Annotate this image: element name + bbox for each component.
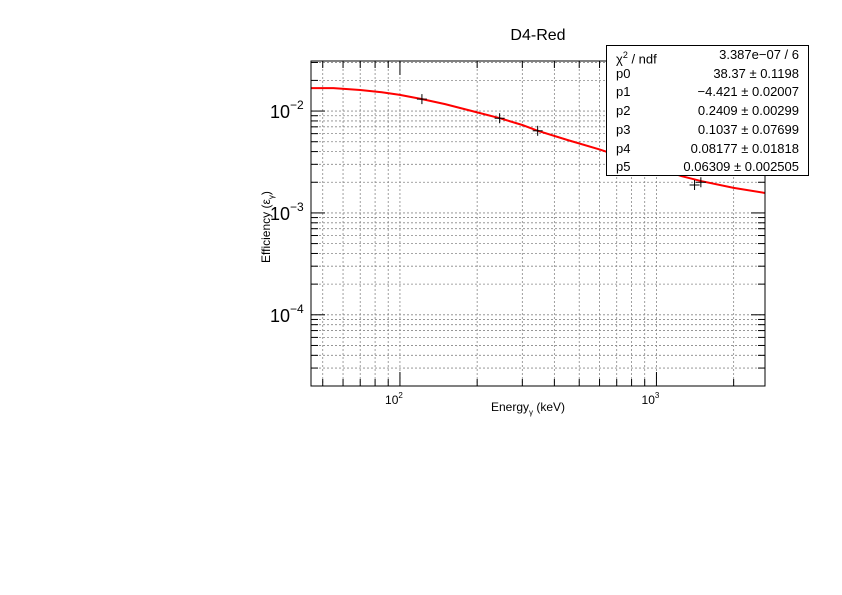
param-value: 0.06309 ± 0.002505 [683,159,799,175]
stats-header-row: χ2 / ndf 3.387e−07 / 6 [607,46,808,66]
fit-curve-layer [311,87,766,194]
stats-param-row: p1 −4.421 ± 0.02007 [607,83,808,102]
y-tick-label: 10−2 [270,98,304,122]
chi-symbol: χ [616,51,623,67]
x-axis-label: Energyγ (keV) [491,400,565,417]
x-axis-label-main: Energy [491,400,529,414]
y-axis-label: Efficiency (εγ) [259,191,276,263]
x-tick-label-base: 10 [642,393,656,407]
param-name: p2 [616,103,631,119]
chart-title: D4-Red [510,27,565,44]
stats-chi2-label: χ2 / ndf [616,46,657,69]
data-point [494,113,505,124]
fit-stats-box: χ2 / ndf 3.387e−07 / 6 p0 38.37 ± 0.1198… [606,45,809,176]
param-value: 0.08177 ± 0.01818 [690,140,799,156]
y-tick-label: 10−3 [270,200,304,224]
x-tick-label-exp: 3 [655,391,660,400]
x-tick-label: 102 [385,391,403,407]
y-axis-label-sub: γ [267,195,276,199]
stats-param-row: p3 0.1037 ± 0.07699 [607,121,808,140]
chi-exponent: 2 [622,50,628,60]
param-value: 0.2409 ± 0.00299 [697,103,799,119]
param-name: p0 [616,65,631,81]
stats-param-row: p4 0.08177 ± 0.01818 [607,140,808,159]
y-tick-label-exp: −2 [290,98,304,112]
y-axis-label-close: ) [259,191,273,195]
param-name: p4 [616,140,631,156]
data-point [416,94,427,105]
y-tick-label-base: 10 [270,102,290,122]
x-tick-label-base: 10 [385,393,399,407]
data-points-layer [416,94,706,190]
stats-param-row: p0 38.37 ± 0.1198 [607,65,808,84]
data-point [695,177,706,188]
stats-param-row: p2 0.2409 ± 0.00299 [607,102,808,121]
fit-curve [311,87,766,194]
param-name: p1 [616,84,631,100]
y-tick-label-base: 10 [270,306,290,326]
y-tick-label-exp: −3 [290,200,304,214]
param-value: 38.37 ± 0.1198 [713,65,799,81]
plot-frame [310,60,766,387]
stats-chi2-value: 3.387e−07 / 6 [719,47,799,62]
y-tick-label-base: 10 [270,204,290,224]
data-point [689,179,700,190]
ndf-label: / ndf [627,51,657,67]
y-axis-label-main: Efficiency (ε [259,199,273,263]
x-axis-label-unit: (keV) [533,400,565,414]
param-name: p3 [616,121,631,137]
data-point [532,125,543,136]
stats-param-row: p5 0.06309 ± 0.002505 [607,158,808,177]
param-name: p5 [616,159,631,175]
x-axis-label-sub: γ [529,408,533,417]
y-tick-label: 10−4 [270,302,304,326]
param-value: −4.421 ± 0.02007 [697,84,799,100]
y-tick-label-exp: −4 [290,302,304,316]
x-tick-label: 103 [642,391,660,407]
x-tick-label-exp: 2 [398,391,403,400]
param-value: 0.1037 ± 0.07699 [697,121,799,137]
